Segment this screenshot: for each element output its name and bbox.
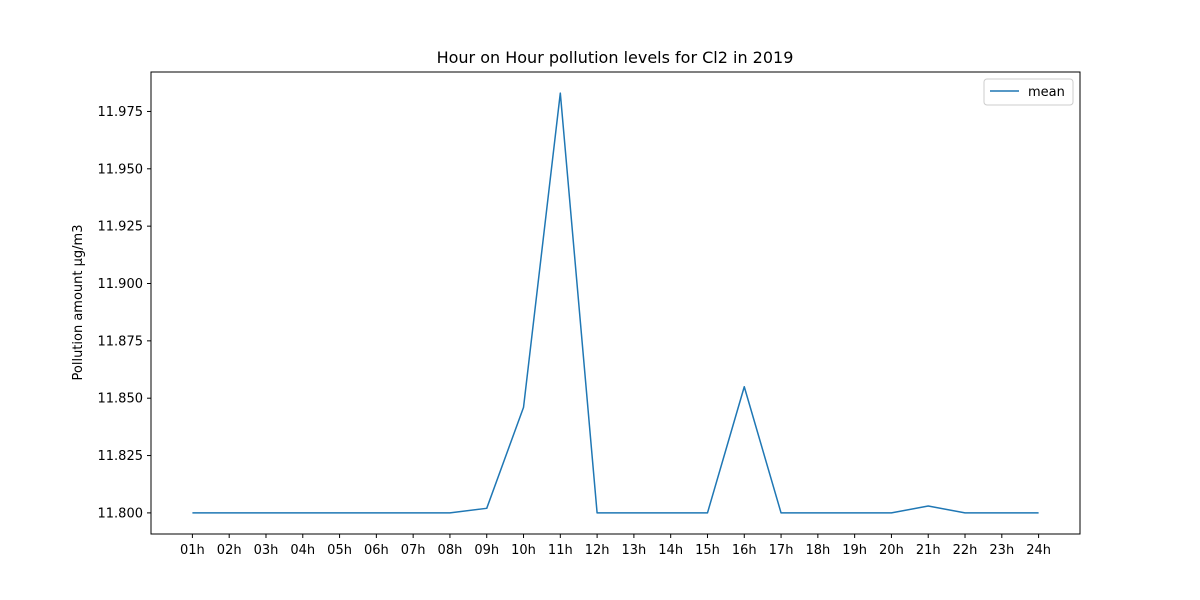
x-tick-label: 20h xyxy=(879,543,904,558)
series-line-mean xyxy=(192,92,1039,514)
x-tick-label: 16h xyxy=(732,543,757,558)
x-tick-label: 05h xyxy=(327,543,352,558)
x-tick-label: 07h xyxy=(401,543,426,558)
ticks-layer: 01h 02h 03h 04h 05h 06h 07h 08h 09h 10h 11h 12h 13h 1… xyxy=(98,105,1051,558)
x-tick-label: 10h xyxy=(511,543,536,558)
x-tick-label: 11h xyxy=(548,543,573,558)
x-tick-label: 19h xyxy=(842,543,867,558)
x-tick-label: 18h xyxy=(805,543,830,558)
x-tick-label: 23h xyxy=(989,543,1014,558)
legend: mean xyxy=(983,78,1074,106)
chart-title: Hour on Hour pollution levels for Cl2 in… xyxy=(437,48,794,67)
x-tick-label: 15h xyxy=(695,543,720,558)
x-tick-label: 09h xyxy=(474,543,499,558)
x-tick-label: 08h xyxy=(438,543,463,558)
x-tick-label: 14h xyxy=(658,543,683,558)
x-tick-label: 04h xyxy=(290,543,315,558)
x-tick-label: 21h xyxy=(916,543,941,558)
y-tick-label: 11.800 xyxy=(98,506,144,521)
y-tick-label: 11.950 xyxy=(98,162,144,177)
x-tick-label: 17h xyxy=(769,543,794,558)
x-tick-label: 22h xyxy=(953,543,978,558)
series-layer xyxy=(192,92,1039,514)
y-tick-label: 11.975 xyxy=(98,105,144,120)
x-tick-label: 01h xyxy=(180,543,205,558)
x-tick-label: 03h xyxy=(254,543,279,558)
x-tick-label: 02h xyxy=(217,543,242,558)
x-tick-label: 06h xyxy=(364,543,389,558)
y-axis-label: Pollution amount µg/m3 xyxy=(71,225,86,381)
y-tick-label: 11.850 xyxy=(98,392,144,407)
y-tick-label: 11.925 xyxy=(98,220,144,235)
x-tick-label: 13h xyxy=(622,543,647,558)
x-tick-label: 24h xyxy=(1026,543,1051,558)
legend-label-mean: mean xyxy=(1028,85,1065,100)
y-tick-label: 11.875 xyxy=(98,334,144,349)
x-tick-label: 12h xyxy=(585,543,610,558)
y-tick-label: 11.900 xyxy=(98,277,144,292)
plot-frame xyxy=(150,71,1081,535)
legend-box xyxy=(983,78,1074,106)
y-tick-label: 11.825 xyxy=(98,449,144,464)
